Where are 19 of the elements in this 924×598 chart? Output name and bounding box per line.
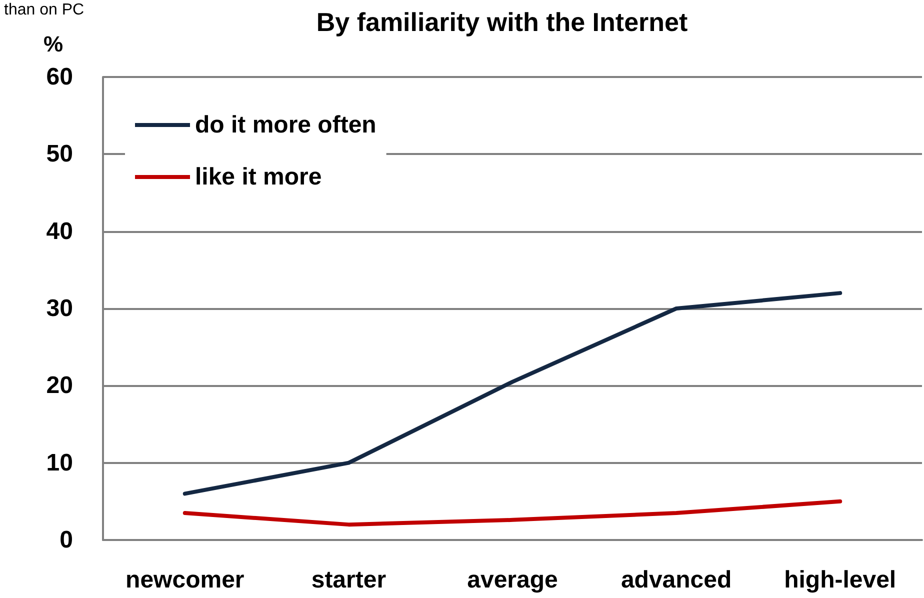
y-tick-label: 10: [46, 449, 73, 476]
chart-title: By familiarity with the Internet: [316, 7, 688, 37]
legend-label: do it more often: [195, 112, 376, 138]
y-tick-label: 60: [46, 64, 73, 90]
x-tick-label: advanced: [620, 566, 732, 594]
legend-label: like it more: [195, 164, 322, 190]
x-tick-label: newcomer: [126, 566, 244, 594]
x-tick-label: starter: [311, 566, 386, 594]
y-tick-label: 30: [46, 295, 73, 322]
x-tick-label: average: [467, 566, 558, 594]
x-tick-label: high-level: [784, 566, 896, 594]
y-tick-label: 40: [46, 218, 73, 245]
y-tick-label: 50: [46, 140, 73, 168]
y-tick-label: 0: [60, 526, 73, 554]
line-series: [182, 499, 842, 527]
text: than on PC: [4, 2, 84, 18]
line-series: [182, 291, 842, 496]
y-axis-title: %: [43, 32, 63, 56]
y-tick-label: 20: [46, 372, 73, 400]
